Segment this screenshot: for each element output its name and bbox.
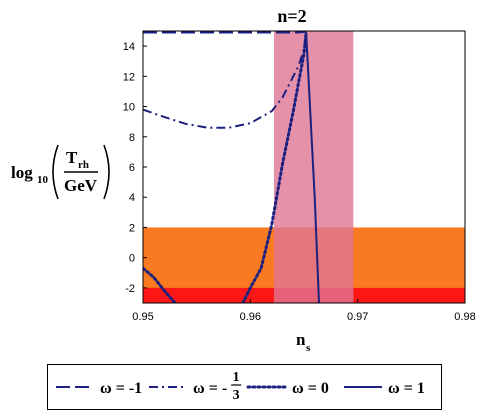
y-label-left-paren [52, 144, 59, 200]
y-tick-label: 12 [123, 71, 135, 83]
legend-label-0: ω = -1 [100, 380, 142, 397]
y-tick-label: 6 [129, 162, 135, 174]
plot-area: -2 0 2 4 6 8 10 12 14 0.95 0.96 0.97 0.98 [123, 30, 476, 323]
legend-label-2: ω = 0 [292, 380, 329, 397]
x-label-main: n [296, 330, 306, 349]
series-line-0 [143, 31, 307, 34]
y-tick-label: 10 [123, 102, 135, 114]
legend-label-1: ω = - [193, 380, 227, 397]
y-tick-label: 0 [129, 253, 135, 265]
legend-label-3: ω = 1 [388, 380, 425, 397]
y-label-log: log [11, 163, 33, 182]
y-tick-label: 2 [129, 222, 135, 234]
y-axis-label: log 10 T rh GeV [11, 144, 110, 200]
y-tick-label: 14 [123, 41, 135, 53]
legend-frac-den: 3 [233, 388, 240, 403]
x-tick-label: 0.98 [454, 311, 475, 323]
x-label-sub: s [306, 342, 311, 354]
x-axis-label: n s [296, 330, 311, 354]
series-line-2 [241, 31, 308, 303]
y-label-numerator: T [66, 148, 78, 167]
y-label-numerator-sub: rh [78, 159, 89, 171]
legend-frac-num: 1 [233, 370, 240, 385]
series-line-4 [143, 266, 177, 303]
y-tick-label: 4 [129, 192, 135, 204]
y-label-right-paren [103, 144, 110, 200]
chart-title: n=2 [277, 6, 306, 26]
series-line-3 [305, 31, 320, 303]
x-tick-label: 0.96 [240, 311, 261, 323]
x-tick-label: 0.95 [132, 311, 153, 323]
x-tick-label: 0.97 [347, 311, 368, 323]
series-line-1 [143, 32, 308, 129]
y-label-denominator: GeV [64, 176, 98, 195]
y-tick-label: 8 [129, 132, 135, 144]
y-label-base: 10 [37, 174, 49, 186]
y-tick-label: -2 [125, 283, 135, 295]
